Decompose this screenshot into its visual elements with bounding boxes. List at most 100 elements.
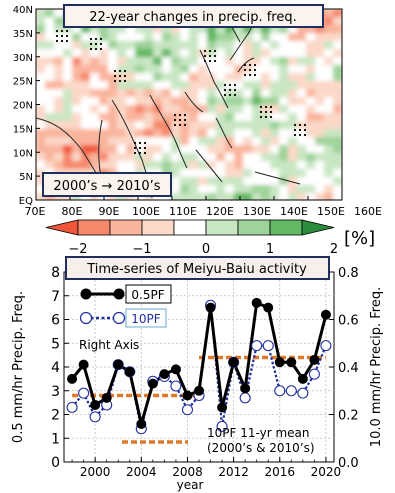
point-10PF (308, 368, 320, 380)
lat-tick-label: 35N (13, 29, 33, 40)
map-cell (234, 73, 244, 82)
point-0.5PF (217, 402, 228, 413)
map-cell (144, 41, 154, 50)
map-cell (297, 185, 307, 194)
point-10PF (320, 340, 332, 352)
map-cell (198, 113, 208, 122)
map-cell (297, 137, 307, 146)
chart-title-box (65, 256, 330, 280)
point-0.5PF (159, 369, 170, 380)
significance-dot (118, 69, 122, 73)
map-cell (324, 113, 334, 122)
significance-dot (293, 123, 297, 127)
map-cell (63, 129, 73, 138)
map-cell (270, 153, 280, 162)
map-cell (117, 25, 127, 34)
map-cell (90, 49, 100, 58)
map-cell (198, 137, 208, 146)
map-cell (135, 73, 145, 82)
map-cell (279, 169, 289, 178)
map-cell (36, 81, 46, 90)
map-cell (108, 145, 118, 154)
map-cell (279, 129, 289, 138)
map-cell (270, 169, 280, 178)
y-tick-label-left: 4 (51, 360, 60, 376)
map-cell (108, 41, 118, 50)
map-cell (207, 49, 217, 58)
map-cell (126, 121, 136, 130)
map-cell (36, 105, 46, 114)
map-cell (288, 169, 298, 178)
map-cell (90, 41, 100, 50)
map-cell (315, 105, 325, 114)
y-tick-label-left: 6 (51, 313, 60, 329)
map-cell (252, 145, 262, 154)
significance-dot (243, 63, 247, 67)
map-cell (261, 89, 271, 98)
map-cell (207, 177, 217, 186)
map-cell (333, 9, 342, 18)
map-cell (315, 33, 325, 42)
map-cell (99, 145, 109, 154)
map-cell (306, 57, 316, 66)
map-cell (36, 33, 46, 42)
lon-tick-label: 80E (62, 205, 83, 218)
lat-tick-label: 10N (13, 148, 33, 159)
map-cell (234, 193, 244, 200)
map-cell (252, 97, 262, 106)
map-cell (198, 177, 208, 186)
map-cell (324, 177, 334, 186)
map-cell (144, 81, 154, 90)
map-cell (90, 153, 100, 162)
map-cell (162, 89, 172, 98)
map-cell (297, 161, 307, 170)
map-cell (171, 129, 181, 138)
map-cell (81, 129, 91, 138)
map-cell (144, 145, 154, 154)
colorbar-swatch (141, 219, 175, 236)
map-cell (54, 81, 64, 90)
map-cell (117, 57, 127, 66)
map-cell (198, 169, 208, 178)
map-cell (135, 153, 145, 162)
map-cell (153, 113, 163, 122)
map-cell (189, 185, 199, 194)
map-cell (243, 185, 253, 194)
significance-dot (223, 93, 227, 97)
point-0.5PF (170, 364, 181, 375)
map-cell (180, 129, 190, 138)
map-cell (81, 81, 91, 90)
map-cell (99, 49, 109, 58)
legend-label-box-10PF (125, 308, 167, 328)
map-cell (117, 81, 127, 90)
map-cell (189, 65, 199, 74)
map-cell (63, 49, 73, 58)
map-cell (36, 73, 46, 82)
map-cell (45, 81, 55, 90)
map-cell (288, 25, 298, 34)
significance-dot (293, 133, 297, 137)
map-cell (297, 113, 307, 122)
point-10PF (181, 404, 194, 416)
map-cell (243, 145, 253, 154)
legend-label-0.5PF: 0.5PF (131, 288, 164, 302)
map-cell (162, 161, 172, 170)
point-0.5PF (320, 309, 331, 320)
map-cell (189, 105, 199, 114)
map-cell (288, 97, 298, 106)
map-cell (90, 145, 100, 154)
map-cell (162, 113, 172, 122)
map-cell (144, 137, 154, 146)
map-cell (198, 129, 208, 138)
map-cell (117, 41, 127, 50)
significance-dot (178, 118, 182, 122)
significance-dot (259, 105, 263, 109)
map-cell (234, 161, 244, 170)
colorbar-swatch (77, 219, 111, 236)
map-cell (306, 41, 316, 50)
map-cell (252, 137, 262, 146)
map-cell (279, 121, 289, 130)
map-cell (72, 113, 82, 122)
lon-tick-label: 70E (25, 205, 46, 218)
